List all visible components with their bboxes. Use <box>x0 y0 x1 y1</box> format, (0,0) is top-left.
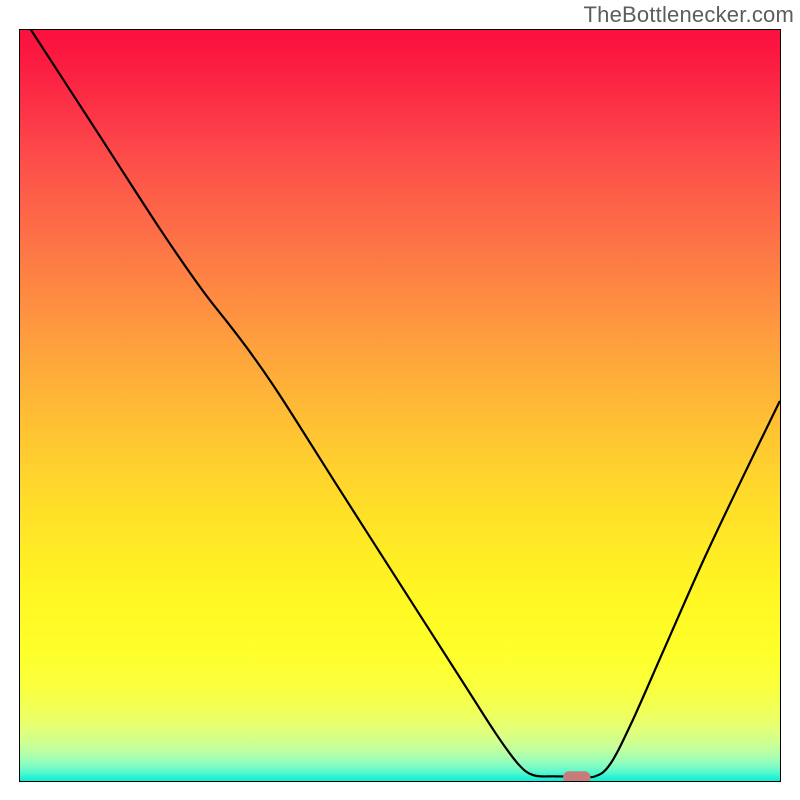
bottleneck-curve-chart <box>19 29 781 782</box>
watermark-text: TheBottlenecker.com <box>584 2 794 28</box>
plot-area <box>19 29 781 782</box>
highlight-marker <box>563 771 590 782</box>
chart-root: TheBottlenecker.com <box>0 0 800 800</box>
chart-background <box>19 29 781 782</box>
